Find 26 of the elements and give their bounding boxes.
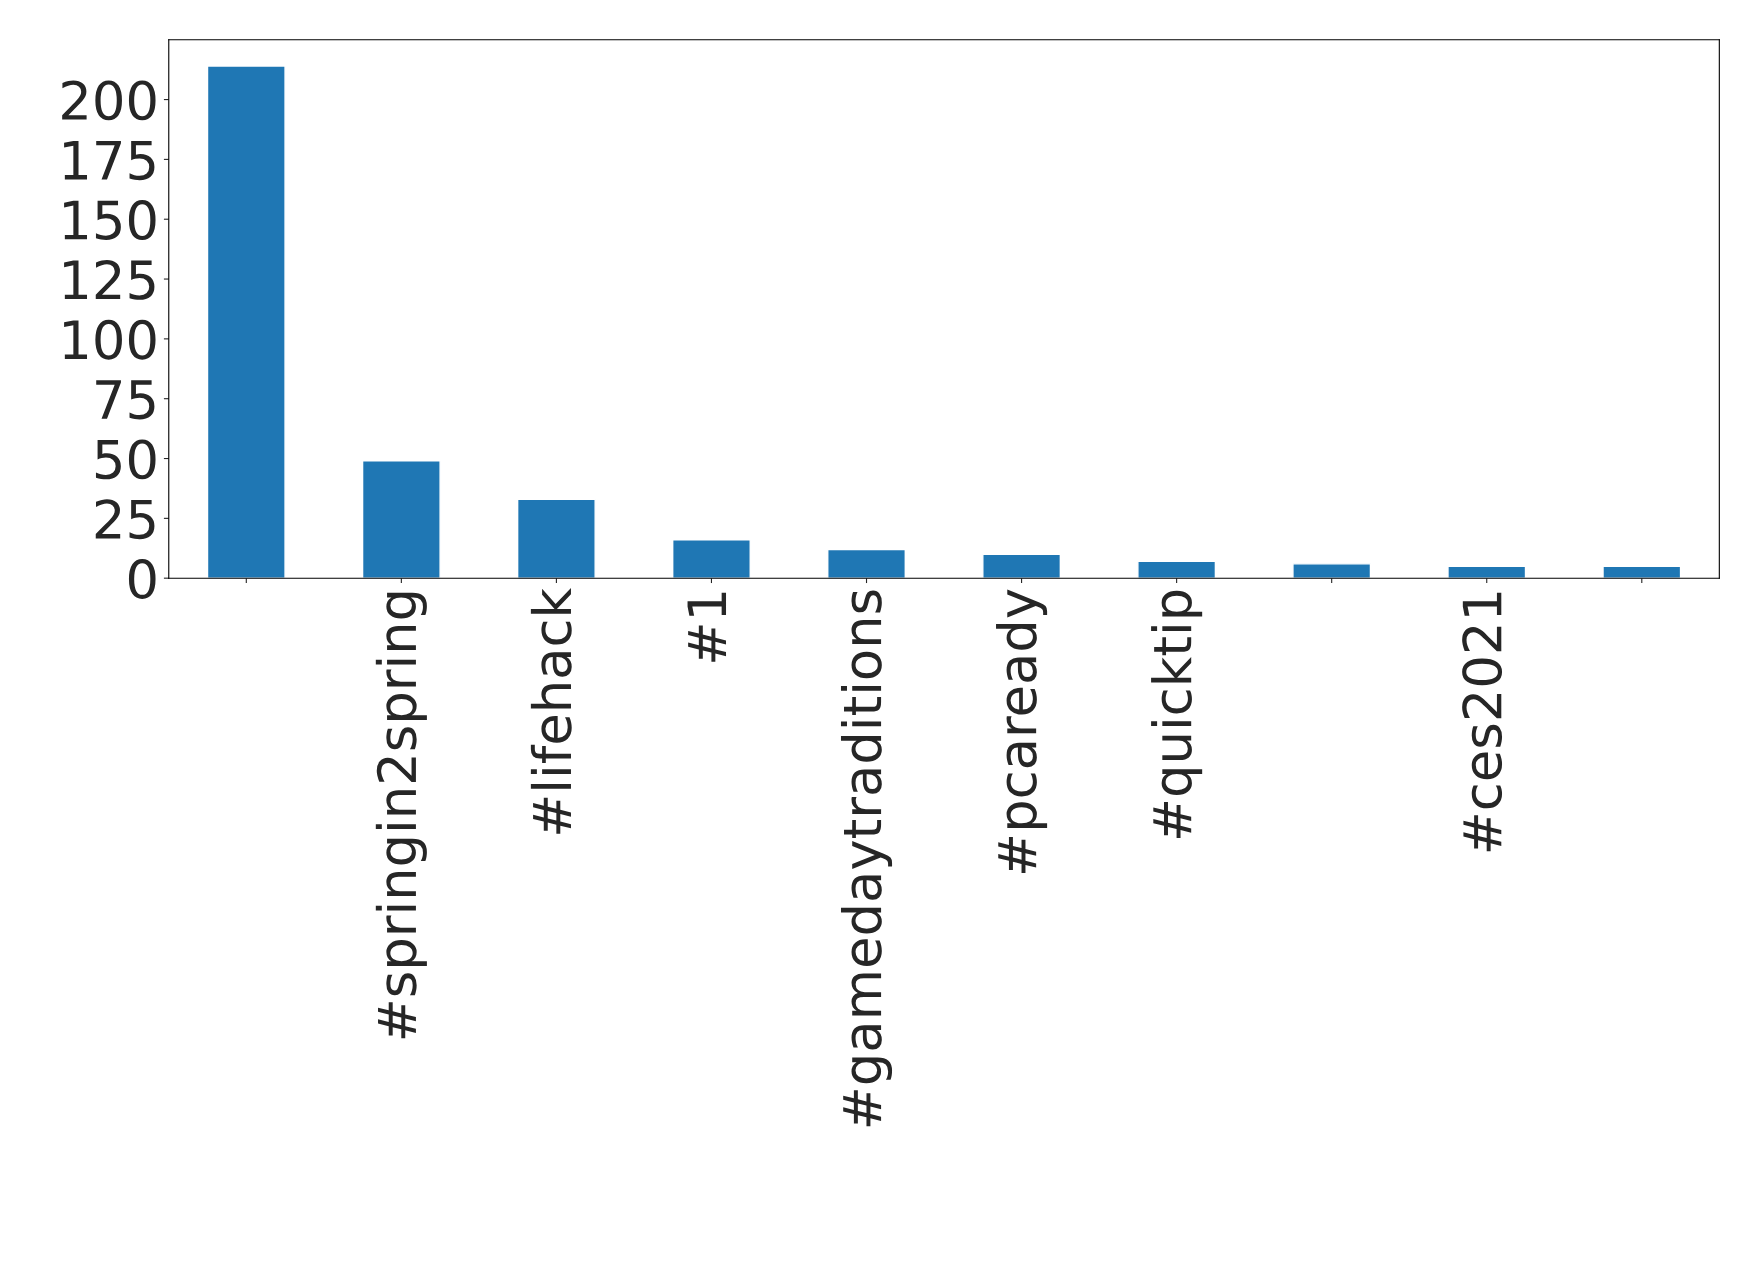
y-tick-label: 25 [95,499,155,540]
y-tick-label: 175 [64,140,155,181]
bar [1447,565,1527,579]
bar [206,65,286,579]
y-tick-label: 100 [64,319,156,360]
x-tick-label: #pcaready [996,589,1048,873]
y-tick-label: 75 [96,380,155,420]
x-tick-label: #springin2spring [375,592,427,1039]
bar [516,498,596,579]
x-tick-label: #lifehack [530,588,572,834]
y-tick-label: 125 [64,259,155,300]
x-tick-label: #quicktip [1151,590,1203,839]
y-tick-label: 50 [95,439,156,480]
y-tick-label: 0 [128,559,156,599]
bar [1292,563,1372,579]
y-tick-label: 150 [64,200,156,241]
bar [827,548,906,579]
x-tick-label: #1 [687,592,727,662]
bar [672,539,751,579]
bar [361,460,441,579]
x-tick-label: #ces2021 [1462,592,1503,852]
bar [1137,560,1217,579]
y-tick-label: 200 [62,80,156,121]
bar [982,553,1062,579]
x-tick-label: #gamedaytraditions [840,590,893,1127]
bar [1602,565,1682,579]
